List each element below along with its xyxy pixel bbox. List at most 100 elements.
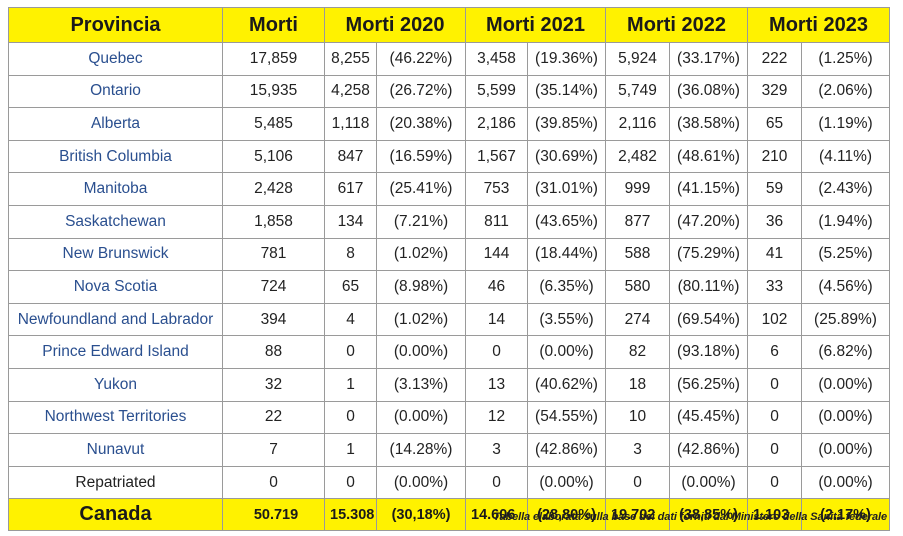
- deaths-2023-percent: (25.89%): [801, 302, 890, 337]
- table-row: Ontario 15,935 4,258 (26.72%) 5,599 (35.14%) 5…: [8, 74, 890, 109]
- province-cell[interactable]: Alberta: [8, 107, 223, 141]
- table-row: Manitoba 2,428 617 (25.41%) 753 (31.01%) 999 (4…: [8, 172, 890, 206]
- deaths-2021-percent: (43.65%): [527, 204, 606, 239]
- table-row: Quebec 17,859 8,255 (46.22%) 3,458 (19.36%) 5,…: [8, 42, 890, 76]
- deaths-2023-count: 0: [747, 433, 802, 467]
- deaths-2021-percent: (40.62%): [527, 367, 606, 402]
- deaths-2023-percent: (6.82%): [801, 335, 890, 369]
- deaths-2023-percent: (0.00%): [801, 367, 890, 402]
- province-cell: Repatriated: [8, 465, 223, 500]
- total-2021-percent: (28,80%): [527, 498, 606, 532]
- deaths-total-cell: 781: [222, 237, 325, 272]
- deaths-2023-count: 33: [747, 270, 802, 304]
- deaths-2022-percent: (38.58%): [669, 107, 748, 141]
- deaths-2021-count: 5,599: [465, 74, 528, 109]
- deaths-2020-count: 65: [324, 270, 377, 304]
- deaths-2022-count: 10: [605, 400, 670, 435]
- header-morti: Morti: [222, 7, 325, 43]
- deaths-2020-percent: (0.00%): [376, 465, 466, 500]
- province-cell[interactable]: Manitoba: [8, 172, 223, 206]
- deaths-2020-percent: (16.59%): [376, 139, 466, 174]
- province-cell[interactable]: Prince Edward Island: [8, 335, 223, 369]
- deaths-2023-count: 0: [747, 400, 802, 435]
- deaths-2020-percent: (1.02%): [376, 237, 466, 272]
- header-morti-2021: Morti 2021: [465, 7, 606, 43]
- deaths-2022-count: 5,924: [605, 42, 670, 76]
- deaths-2021-percent: (6.35%): [527, 270, 606, 304]
- deaths-2021-count: 3,458: [465, 42, 528, 76]
- deaths-2022-count: 877: [605, 204, 670, 239]
- province-cell[interactable]: New Brunswick: [8, 237, 223, 272]
- province-cell[interactable]: Nova Scotia: [8, 270, 223, 304]
- deaths-2020-percent: (7.21%): [376, 204, 466, 239]
- province-cell[interactable]: Ontario: [8, 74, 223, 109]
- deaths-2020-percent: (0.00%): [376, 400, 466, 435]
- deaths-2020-count: 8: [324, 237, 377, 272]
- deaths-2020-percent: (26.72%): [376, 74, 466, 109]
- deaths-2022-percent: (42.86%): [669, 433, 748, 467]
- deaths-2021-percent: (54.55%): [527, 400, 606, 435]
- deaths-2021-count: 2,186: [465, 107, 528, 141]
- deaths-2023-count: 0: [747, 367, 802, 402]
- deaths-2021-percent: (0.00%): [527, 335, 606, 369]
- deaths-total-cell: 32: [222, 367, 325, 402]
- header-provincia: Provincia: [8, 7, 223, 43]
- deaths-2023-percent: (0.00%): [801, 400, 890, 435]
- deaths-total-cell: 17,859: [222, 42, 325, 76]
- province-cell[interactable]: Quebec: [8, 42, 223, 76]
- deaths-total-cell: 22: [222, 400, 325, 435]
- deaths-2023-percent: (2.43%): [801, 172, 890, 206]
- deaths-2021-percent: (35.14%): [527, 74, 606, 109]
- province-cell[interactable]: Nunavut: [8, 433, 223, 467]
- deaths-2020-count: 8,255: [324, 42, 377, 76]
- total-2020-percent: (30,18%): [376, 498, 466, 532]
- deaths-2020-percent: (3.13%): [376, 367, 466, 402]
- deaths-2022-percent: (41.15%): [669, 172, 748, 206]
- deaths-2023-percent: (1.25%): [801, 42, 890, 76]
- total-deaths: 50.719: [222, 498, 325, 532]
- total-2023-percent: (2.17%): [801, 498, 890, 532]
- header-row: Provincia Morti Morti 2020 Morti 2021 Mo…: [8, 7, 890, 43]
- province-cell[interactable]: Newfoundland and Labrador: [8, 302, 223, 337]
- deaths-2020-count: 1: [324, 367, 377, 402]
- province-cell[interactable]: British Columbia: [8, 139, 223, 174]
- deaths-total-cell: 88: [222, 335, 325, 369]
- table-row: British Columbia 5,106 847 (16.59%) 1,567 (30…: [8, 139, 890, 174]
- deaths-2022-count: 18: [605, 367, 670, 402]
- deaths-2022-percent: (75.29%): [669, 237, 748, 272]
- deaths-2021-percent: (0.00%): [527, 465, 606, 500]
- deaths-2023-percent: (0.00%): [801, 465, 890, 500]
- table-row: Repatriated 0 0 (0.00%) 0 (0.00%) 0 (0.00%) 0 (0.…: [8, 465, 890, 500]
- deaths-2021-percent: (3.55%): [527, 302, 606, 337]
- deaths-2020-percent: (25.41%): [376, 172, 466, 206]
- deaths-2022-count: 82: [605, 335, 670, 369]
- deaths-2022-percent: (93.18%): [669, 335, 748, 369]
- deaths-2020-percent: (1.02%): [376, 302, 466, 337]
- deaths-2021-percent: (30.69%): [527, 139, 606, 174]
- deaths-2022-count: 588: [605, 237, 670, 272]
- deaths-2022-count: 2,116: [605, 107, 670, 141]
- deaths-total-cell: 15,935: [222, 74, 325, 109]
- deaths-2023-count: 65: [747, 107, 802, 141]
- deaths-2023-percent: (4.56%): [801, 270, 890, 304]
- deaths-2022-percent: (56.25%): [669, 367, 748, 402]
- table-source-caption: Tabella elaborata sulla base dei dati fo…: [493, 511, 887, 523]
- deaths-2020-count: 617: [324, 172, 377, 206]
- total-label: Canada: [8, 498, 223, 532]
- deaths-2020-count: 1: [324, 433, 377, 467]
- deaths-2020-count: 4,258: [324, 74, 377, 109]
- deaths-2022-percent: (80.11%): [669, 270, 748, 304]
- province-cell[interactable]: Yukon: [8, 367, 223, 402]
- total-2020-count: 15.308: [324, 498, 377, 532]
- deaths-2023-count: 6: [747, 335, 802, 369]
- province-cell[interactable]: Northwest Territories: [8, 400, 223, 435]
- deaths-2023-count: 36: [747, 204, 802, 239]
- total-2022-percent: (38,85%): [669, 498, 748, 532]
- deaths-total-cell: 0: [222, 465, 325, 500]
- deaths-total-cell: 2,428: [222, 172, 325, 206]
- province-cell[interactable]: Saskatchewan: [8, 204, 223, 239]
- deaths-2021-count: 753: [465, 172, 528, 206]
- deaths-2020-percent: (20.38%): [376, 107, 466, 141]
- deaths-2021-count: 13: [465, 367, 528, 402]
- deaths-2020-count: 134: [324, 204, 377, 239]
